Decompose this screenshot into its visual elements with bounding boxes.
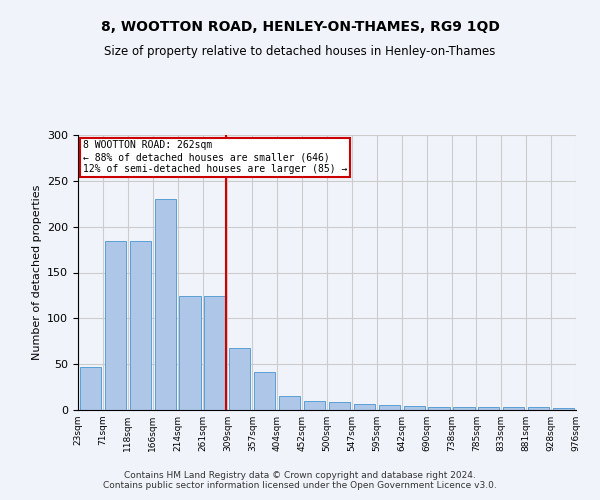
Bar (379, 406, 400, 410)
Bar (229, 348, 250, 410)
Y-axis label: Number of detached properties: Number of detached properties (32, 185, 41, 360)
Text: 8 WOOTTON ROAD: 262sqm
← 88% of detached houses are smaller (646)
12% of semi-de: 8 WOOTTON ROAD: 262sqm ← 88% of detached… (83, 140, 347, 173)
Bar (130, 242, 151, 410)
Text: Contains HM Land Registry data © Crown copyright and database right 2024.
Contai: Contains HM Land Registry data © Crown c… (103, 470, 497, 490)
Bar (304, 401, 325, 410)
Bar (354, 404, 375, 410)
Bar (528, 407, 549, 410)
Text: Size of property relative to detached houses in Henley-on-Thames: Size of property relative to detached ho… (104, 45, 496, 58)
Bar (503, 407, 524, 410)
Bar (553, 408, 574, 410)
Bar (254, 372, 275, 410)
Bar (105, 242, 126, 410)
Bar (155, 199, 176, 410)
Bar (179, 296, 200, 410)
Bar (329, 402, 350, 410)
Bar (428, 407, 449, 410)
Bar (279, 396, 300, 410)
Text: 8, WOOTTON ROAD, HENLEY-ON-THAMES, RG9 1QD: 8, WOOTTON ROAD, HENLEY-ON-THAMES, RG9 1… (101, 20, 499, 34)
Bar (205, 296, 226, 410)
Bar (404, 406, 425, 410)
Bar (454, 407, 475, 410)
Bar (478, 407, 499, 410)
Bar (80, 367, 101, 410)
